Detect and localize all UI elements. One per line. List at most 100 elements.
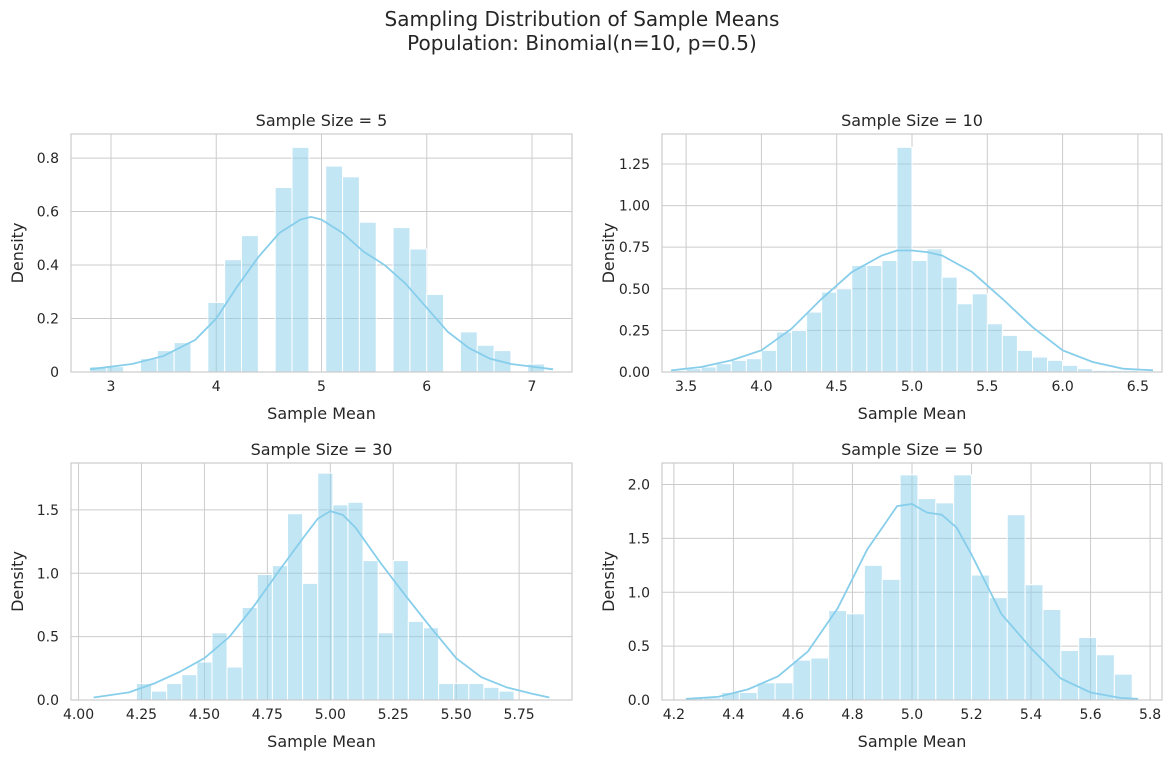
histogram-bar [738, 691, 758, 701]
histogram-bar [241, 235, 259, 373]
histogram-bar [971, 574, 990, 701]
x-axis-label: Sample Mean [267, 732, 376, 751]
y-tick-label: 0.4 [37, 258, 59, 274]
x-tick-label: 4.6 [782, 707, 804, 723]
histogram-bar [1047, 359, 1064, 373]
y-tick-label: 1.00 [619, 199, 650, 215]
histogram-bar [453, 683, 470, 701]
x-tick-label: 4.2 [663, 707, 685, 723]
histogram-bar [271, 565, 289, 701]
kde-line [89, 215, 554, 371]
x-tick-label: 4.0 [750, 379, 772, 395]
y-tick-label: 1.5 [628, 531, 650, 547]
y-tick-label: 0.8 [37, 151, 59, 167]
histogram-bar [347, 501, 364, 701]
panel-title: Sample Size = 5 [256, 111, 388, 130]
histogram-bar [1016, 349, 1033, 373]
histogram-bar [196, 661, 213, 701]
histogram-bar [325, 165, 344, 373]
histogram-bar [956, 303, 973, 373]
histogram-bar [899, 474, 919, 701]
panel-title: Sample Size = 50 [841, 440, 983, 459]
x-tick-label: 3 [107, 379, 116, 395]
histogram-bar [806, 311, 823, 373]
plot-frame [70, 462, 573, 701]
kde-line [670, 249, 1154, 372]
x-tick-label: 6 [422, 379, 431, 395]
histogram-bar [409, 248, 428, 373]
histogram-bar [792, 659, 812, 701]
histogram-bar [911, 259, 928, 373]
histogram-bar [953, 474, 973, 701]
histogram-bar [426, 293, 445, 373]
y-axis-label: Density [8, 551, 27, 612]
histogram-bar [863, 564, 883, 701]
histogram-bar [224, 259, 243, 373]
x-tick-label: 6.0 [1051, 379, 1073, 395]
histogram-bar [896, 146, 913, 373]
histogram-bar [846, 613, 865, 701]
plot-frame [661, 462, 1163, 701]
histogram-bar [1060, 649, 1080, 701]
histogram-bar [342, 176, 360, 373]
y-axis-label: Density [599, 223, 618, 284]
histogram-bar [810, 657, 830, 701]
y-tick-label: 1.5 [37, 503, 59, 519]
histogram-bar [926, 248, 943, 373]
histogram-bar [377, 632, 394, 701]
y-tick-label: 0.50 [619, 282, 650, 298]
histogram-bar [332, 504, 349, 701]
x-tick-label: 4.25 [126, 707, 157, 723]
histogram-bar [241, 606, 258, 701]
y-tick-label: 0.0 [628, 693, 650, 709]
x-tick-label: 5.2 [960, 707, 982, 723]
histogram-bar [407, 620, 424, 701]
y-tick-label: 1.25 [619, 157, 650, 173]
histogram-bars [685, 474, 1133, 701]
y-tick-label: 0.2 [37, 312, 59, 328]
histogram-bar [156, 350, 175, 373]
figure-title-line1: Sampling Distribution of Sample Means [385, 7, 780, 31]
histogram-bar [468, 683, 485, 701]
histogram-bar [1042, 609, 1062, 701]
histogram-bar [700, 366, 717, 373]
x-tick-label: 4.8 [841, 707, 863, 723]
x-axis-label: Sample Mean [267, 404, 376, 423]
histogram-bar [274, 186, 293, 373]
y-tick-label: 0 [50, 365, 59, 381]
histogram-bar [760, 349, 777, 373]
histogram-bar [1001, 334, 1018, 373]
x-axis-label: Sample Mean [858, 404, 967, 423]
plot-frame [661, 133, 1163, 373]
histogram-bar [438, 683, 455, 701]
histogram-bar [1006, 514, 1026, 701]
x-tick-label: 4.75 [252, 707, 283, 723]
x-axis-label: Sample Mean [858, 732, 967, 751]
histogram-bar [1062, 364, 1079, 373]
histogram-bars [135, 472, 515, 701]
histogram-bar [483, 686, 500, 701]
histogram-bar [756, 682, 776, 701]
y-tick-label: 0.6 [37, 205, 59, 221]
y-tick-label: 0.5 [628, 639, 650, 655]
x-tick-label: 5.50 [441, 707, 472, 723]
y-tick-label: 0.00 [619, 365, 650, 381]
histogram-bar [166, 683, 183, 701]
histogram-bar [836, 288, 853, 373]
histogram-bar [459, 331, 478, 373]
panel-title: Sample Size = 10 [841, 111, 983, 130]
y-tick-label: 0.5 [37, 630, 59, 646]
histogram-bar [211, 632, 228, 701]
histogram-bar [1031, 356, 1049, 373]
x-tick-label: 5.8 [1139, 707, 1161, 723]
histogram-bar [881, 578, 901, 701]
histogram-bar [207, 301, 226, 373]
histogram-bar [181, 674, 198, 701]
y-tick-label: 2.0 [628, 478, 650, 494]
plot-frame [70, 133, 573, 373]
histogram-bar [745, 358, 762, 373]
panel-title: Sample Size = 30 [251, 440, 393, 459]
histogram-bar [774, 682, 794, 701]
x-tick-label: 5 [317, 379, 326, 395]
